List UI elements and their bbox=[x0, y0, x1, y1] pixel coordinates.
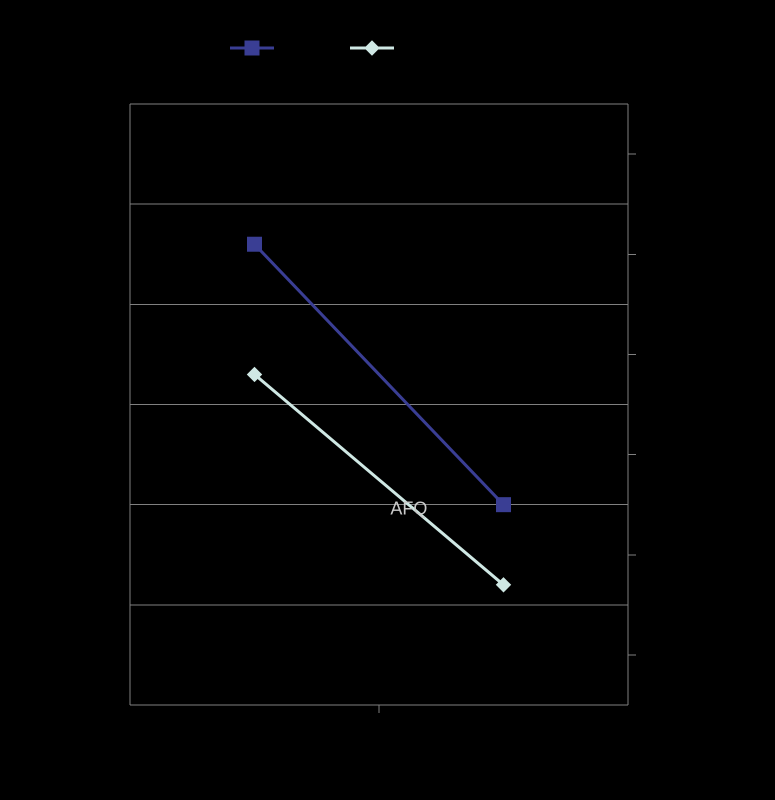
legend-marker bbox=[245, 41, 259, 55]
line-chart: AFQ bbox=[0, 0, 775, 800]
chart-container: AFQ bbox=[0, 0, 775, 800]
series-marker bbox=[497, 498, 511, 512]
series-marker bbox=[248, 237, 262, 251]
chart-background bbox=[0, 0, 775, 800]
center-label: AFQ bbox=[390, 498, 427, 518]
